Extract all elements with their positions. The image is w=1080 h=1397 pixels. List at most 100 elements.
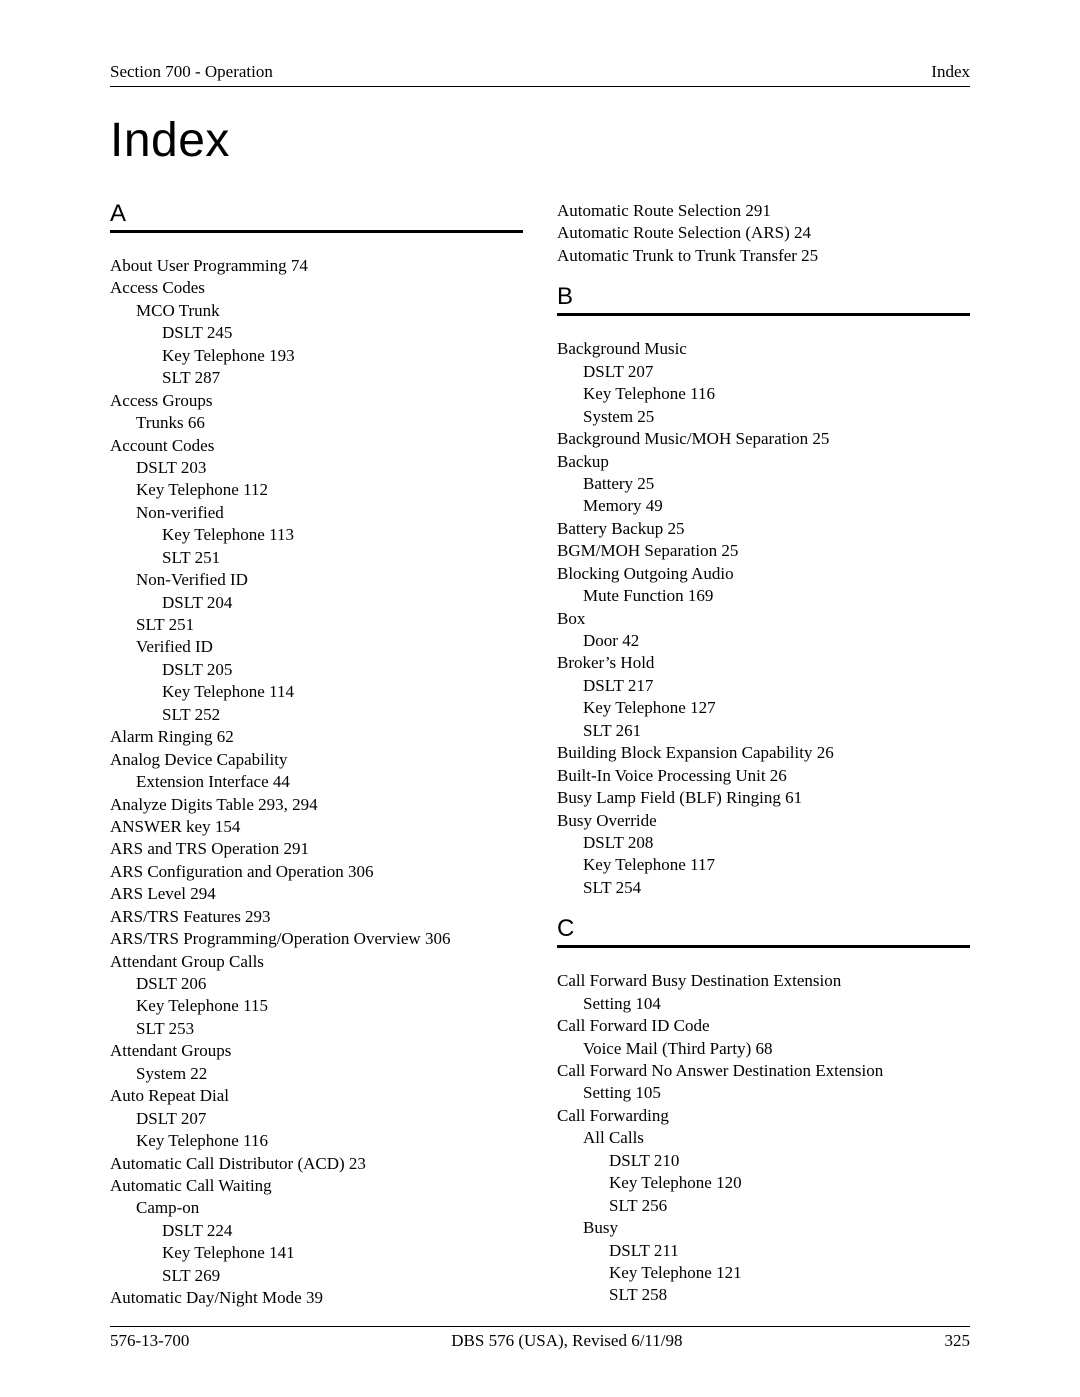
index-entry: Automatic Call Waiting — [110, 1175, 523, 1197]
section-letter: C — [557, 915, 970, 948]
index-entry: System 22 — [110, 1063, 523, 1085]
page-header: Section 700 - Operation Index — [110, 62, 970, 87]
index-entry: ARS and TRS Operation 291 — [110, 838, 523, 860]
index-entry: BGM/MOH Separation 25 — [557, 540, 970, 562]
index-entry: Camp-on — [110, 1197, 523, 1219]
index-entry: Box — [557, 608, 970, 630]
index-entry: Backup — [557, 451, 970, 473]
index-entry: DSLT 206 — [110, 973, 523, 995]
index-entry: ARS Configuration and Operation 306 — [110, 861, 523, 883]
index-entry: SLT 287 — [110, 367, 523, 389]
index-entry: Automatic Day/Night Mode 39 — [110, 1287, 523, 1309]
page-title: Index — [110, 113, 970, 168]
index-entry: Non-verified — [110, 502, 523, 524]
index-entry: DSLT 217 — [557, 675, 970, 697]
index-entry: Account Codes — [110, 435, 523, 457]
index-entry: DSLT 245 — [110, 322, 523, 344]
page-footer: 576-13-700 DBS 576 (USA), Revised 6/11/9… — [110, 1331, 970, 1351]
index-entry: Setting 104 — [557, 993, 970, 1015]
index-entry: Background Music/MOH Separation 25 — [557, 428, 970, 450]
index-entry: Key Telephone 121 — [557, 1262, 970, 1284]
index-entry: Call Forward No Answer Destination Exten… — [557, 1060, 970, 1082]
index-entry: Call Forward ID Code — [557, 1015, 970, 1037]
index-entry: DSLT 211 — [557, 1240, 970, 1262]
index-entry: Busy Lamp Field (BLF) Ringing 61 — [557, 787, 970, 809]
index-entry: ARS Level 294 — [110, 883, 523, 905]
page: Section 700 - Operation Index Index A Abo… — [0, 0, 1080, 1397]
index-entry: Busy Override — [557, 810, 970, 832]
index-entry: Automatic Route Selection (ARS) 24 — [557, 222, 970, 244]
index-entry: Key Telephone 114 — [110, 681, 523, 703]
index-entry: Key Telephone 116 — [110, 1130, 523, 1152]
index-entry: ARS/TRS Features 293 — [110, 906, 523, 928]
index-entry: Key Telephone 112 — [110, 479, 523, 501]
index-entry: SLT 253 — [110, 1018, 523, 1040]
index-entry: Access Groups — [110, 390, 523, 412]
index-entry: Call Forwarding — [557, 1105, 970, 1127]
index-entry: Auto Repeat Dial — [110, 1085, 523, 1107]
index-entry: Automatic Route Selection 291 — [557, 200, 970, 222]
index-entry: Battery Backup 25 — [557, 518, 970, 540]
index-entry: Building Block Expansion Capability 26 — [557, 742, 970, 764]
index-entry: Busy — [557, 1217, 970, 1239]
index-entry: Mute Function 169 — [557, 585, 970, 607]
index-entry: Non-Verified ID — [110, 569, 523, 591]
index-entry: SLT 251 — [110, 614, 523, 636]
index-entry: Key Telephone 120 — [557, 1172, 970, 1194]
index-entry: Attendant Group Calls — [110, 951, 523, 973]
index-entry: Key Telephone 116 — [557, 383, 970, 405]
index-entry: Trunks 66 — [110, 412, 523, 434]
header-right: Index — [931, 62, 970, 82]
right-column: Automatic Route Selection 291Automatic R… — [557, 200, 970, 1310]
index-entry: MCO Trunk — [110, 300, 523, 322]
index-entry: Attendant Groups — [110, 1040, 523, 1062]
index-entry: DSLT 207 — [110, 1108, 523, 1130]
index-entry: SLT 258 — [557, 1284, 970, 1306]
index-entry: Automatic Call Distributor (ACD) 23 — [110, 1153, 523, 1175]
index-entry: DSLT 203 — [110, 457, 523, 479]
index-entry: SLT 261 — [557, 720, 970, 742]
index-entry: DSLT 224 — [110, 1220, 523, 1242]
index-entry: Key Telephone 115 — [110, 995, 523, 1017]
index-entry: Key Telephone 113 — [110, 524, 523, 546]
index-entry: SLT 254 — [557, 877, 970, 899]
index-entry: Key Telephone 117 — [557, 854, 970, 876]
index-entry: Automatic Trunk to Trunk Transfer 25 — [557, 245, 970, 267]
index-entry: Broker’s Hold — [557, 652, 970, 674]
index-entry: Background Music — [557, 338, 970, 360]
index-entry: DSLT 204 — [110, 592, 523, 614]
index-entry: SLT 251 — [110, 547, 523, 569]
footer-rule — [110, 1326, 970, 1327]
index-entry: Verified ID — [110, 636, 523, 658]
index-entry: Key Telephone 141 — [110, 1242, 523, 1264]
section-letter: A — [110, 200, 523, 233]
index-entry: Setting 105 — [557, 1082, 970, 1104]
index-entry: All Calls — [557, 1127, 970, 1149]
index-entry: Analyze Digits Table 293, 294 — [110, 794, 523, 816]
index-entry: DSLT 205 — [110, 659, 523, 681]
index-entry: Key Telephone 127 — [557, 697, 970, 719]
header-left: Section 700 - Operation — [110, 62, 273, 82]
footer-left: 576-13-700 — [110, 1331, 189, 1351]
index-entry: SLT 252 — [110, 704, 523, 726]
index-entry: Built-In Voice Processing Unit 26 — [557, 765, 970, 787]
index-entry: Call Forward Busy Destination Extension — [557, 970, 970, 992]
index-entry: DSLT 210 — [557, 1150, 970, 1172]
index-entry: Key Telephone 193 — [110, 345, 523, 367]
index-entry: Analog Device Capability — [110, 749, 523, 771]
index-entry: Extension Interface 44 — [110, 771, 523, 793]
index-entry: Door 42 — [557, 630, 970, 652]
left-column: AAbout User Programming 74Access CodesMC… — [110, 200, 523, 1310]
index-entry: SLT 256 — [557, 1195, 970, 1217]
index-entry: DSLT 207 — [557, 361, 970, 383]
footer-center: DBS 576 (USA), Revised 6/11/98 — [451, 1331, 682, 1351]
index-columns: AAbout User Programming 74Access CodesMC… — [110, 200, 970, 1310]
index-entry: Voice Mail (Third Party) 68 — [557, 1038, 970, 1060]
index-entry: Blocking Outgoing Audio — [557, 563, 970, 585]
index-entry: SLT 269 — [110, 1265, 523, 1287]
index-entry: DSLT 208 — [557, 832, 970, 854]
index-entry: Memory 49 — [557, 495, 970, 517]
section-letter: B — [557, 283, 970, 316]
index-entry: About User Programming 74 — [110, 255, 523, 277]
index-entry: Battery 25 — [557, 473, 970, 495]
